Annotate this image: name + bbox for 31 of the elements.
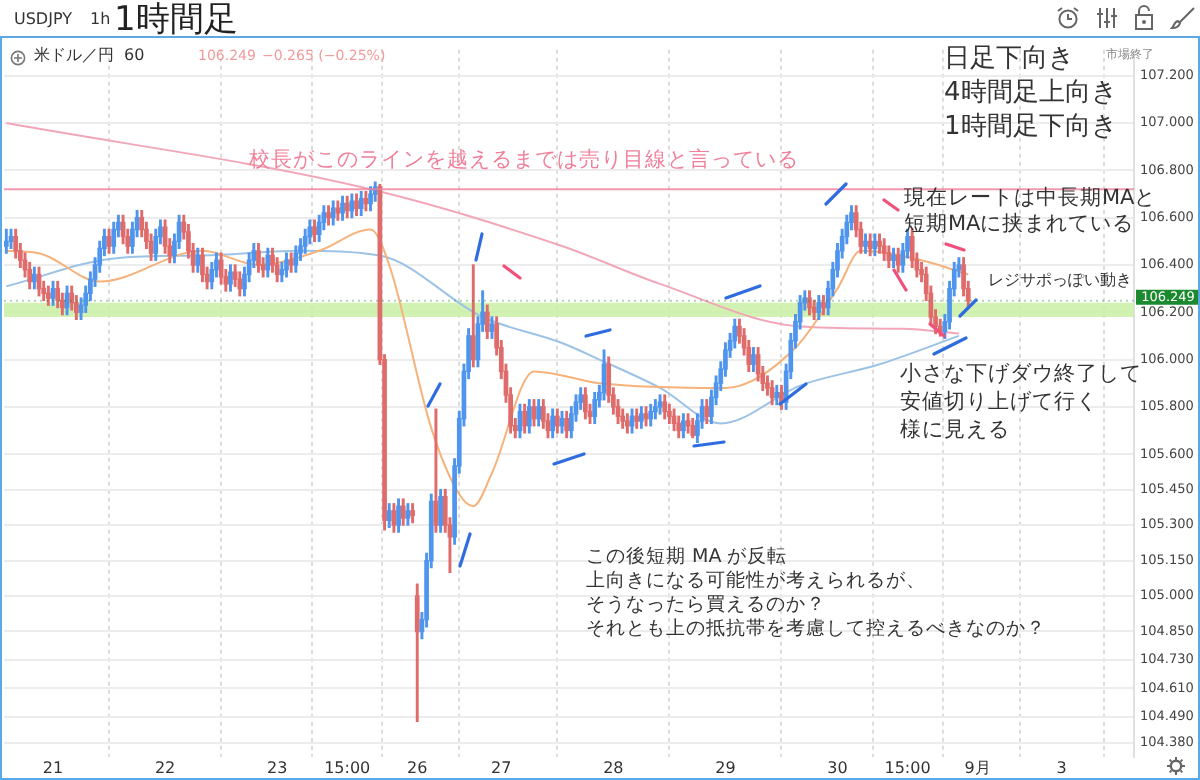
annotation: そうなったら買えるのか？ [586,594,826,618]
x-tick-label: 29 [715,758,736,777]
annotation: 日足下向き [944,44,1074,78]
text: USDJPY [14,10,72,31]
annotation: この後短期 MA が反転 [586,546,788,570]
annotation: 上向きになる可能性が考えられるが、 [586,570,926,595]
annotation: それとも上の抵抗帯を考慮して控えるべきなのか？ [586,618,1046,643]
annotation: 4時間足上向き [944,78,1117,112]
x-tick-label: 22 [154,758,176,777]
x-tick-label: 23 [266,758,288,777]
annotation: 様に見える [900,418,1010,446]
x-tick-label: 27 [491,758,512,777]
x-tick-label: 3 [1056,758,1067,777]
annotation: 1時間足下向き [944,112,1117,146]
x-tick-label: 9月 [964,758,991,777]
x-tick-label: 26 [407,758,428,777]
annotation: 安値切り上げて行く [900,390,1098,418]
annotation: 短期MAに挟まれている [904,212,1135,240]
annotation: 小さな下げダウ終了して [900,362,1142,390]
chart-title: 1時間足 [114,0,238,43]
annotation: 現在レートは中長期MAと [904,186,1157,211]
text: 1h [90,10,111,31]
x-tick-label: 21 [42,758,64,777]
band-label: レジサポっぽい動き [988,270,1132,289]
x-tick-label: 30 [827,758,848,777]
x-tick-label: 28 [603,758,624,777]
ref-line-label: 校長がこのラインを越えるまでは売り目線と言っている [246,146,799,173]
annotation: 60 [124,46,145,67]
x-tick-label: 15:00 [324,758,371,777]
annotation: 米ドル／円 [34,46,114,67]
x-tick-label: 15:00 [884,758,931,777]
